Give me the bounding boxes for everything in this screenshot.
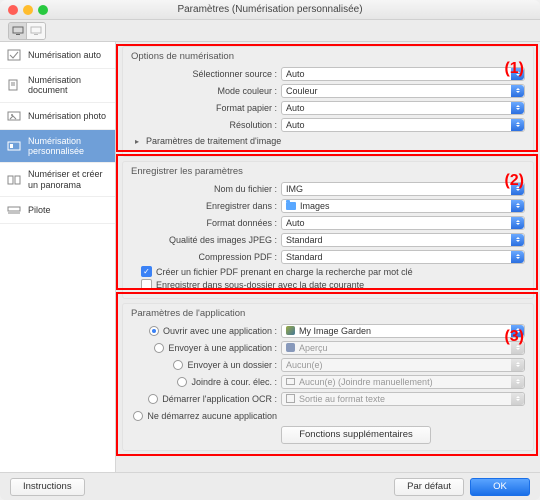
chevron-updown-icon xyxy=(511,119,524,131)
sidebar-item-driver[interactable]: Pilote xyxy=(0,197,115,224)
sidebar-item-label: Numérisation personnalisée xyxy=(28,136,109,157)
group-title: Enregistrer les paramètres xyxy=(131,166,525,177)
instructions-button[interactable]: Instructions xyxy=(10,478,85,496)
toolbar xyxy=(0,20,540,42)
sidebar-item-document[interactable]: Numérisation document xyxy=(0,69,115,103)
radio-icon xyxy=(149,326,159,336)
main-panel: Options de numérisation Sélectionner sou… xyxy=(116,42,540,472)
checkbox-pdf-searchable[interactable]: ✓ Créer un fichier PDF prenant en charge… xyxy=(141,266,525,277)
driver-icon xyxy=(6,203,22,217)
label-jpeg-quality: Qualité des images JPEG : xyxy=(131,235,281,245)
checkbox-icon: ✓ xyxy=(141,266,152,277)
tab-to-computer-icon[interactable] xyxy=(27,23,45,39)
radio-no-app[interactable] xyxy=(133,411,143,421)
chevron-updown-icon xyxy=(511,85,524,97)
sidebar-item-label: Numérisation document xyxy=(28,75,109,96)
radio-icon xyxy=(177,377,187,387)
radio-send-to-app[interactable] xyxy=(154,343,164,353)
application-settings-group: Paramètres de l'application Ouvrir avec … xyxy=(122,303,534,451)
tab-from-computer-icon[interactable] xyxy=(9,23,27,39)
chevron-updown-icon xyxy=(511,102,524,114)
radio-icon xyxy=(154,343,164,353)
select-open-with-app[interactable]: My Image Garden xyxy=(281,324,525,338)
label-filename: Nom du fichier : xyxy=(131,184,281,194)
mail-icon xyxy=(286,378,295,385)
save-settings-group: Enregistrer les paramètres Nom du fichie… xyxy=(122,161,534,299)
scan-options-group: Options de numérisation Sélectionner sou… xyxy=(122,46,534,157)
ok-button[interactable]: OK xyxy=(470,478,530,496)
select-start-ocr: Sortie au format texte xyxy=(281,392,525,406)
preview-icon xyxy=(286,343,295,352)
select-pdf-compression[interactable]: Standard xyxy=(281,250,525,264)
radio-send-to-folder[interactable] xyxy=(173,360,183,370)
select-save-in[interactable]: Images xyxy=(281,199,525,213)
radio-icon xyxy=(148,394,158,404)
folder-icon xyxy=(286,202,296,210)
group-title: Options de numérisation xyxy=(131,51,525,62)
select-source[interactable]: Auto xyxy=(281,67,525,81)
sidebar-item-photo[interactable]: Numérisation photo xyxy=(0,103,115,130)
input-filename[interactable]: IMG xyxy=(281,182,525,196)
label-data-format: Format données : xyxy=(131,218,281,228)
sidebar: Numérisation auto Numérisation document … xyxy=(0,42,116,472)
radio-attach-email[interactable] xyxy=(177,377,187,387)
sidebar-item-label: Pilote xyxy=(28,205,109,215)
footer: Instructions Par défaut OK xyxy=(0,472,540,500)
sidebar-item-label: Numérisation photo xyxy=(28,111,109,121)
select-send-to-folder: Aucun(e) xyxy=(281,358,525,372)
sidebar-item-custom[interactable]: Numérisation personnalisée xyxy=(0,130,115,164)
select-attach-email: Aucun(e) (Joindre manuellement) xyxy=(281,375,525,389)
sidebar-item-stitch[interactable]: Numériser et créer un panorama xyxy=(0,163,115,197)
radio-icon xyxy=(173,360,183,370)
titlebar: Paramètres (Numérisation personnalisée) xyxy=(0,0,540,20)
label-color-mode: Mode couleur : xyxy=(131,86,281,96)
radio-icon xyxy=(133,411,143,421)
label-save-in: Enregistrer dans : xyxy=(131,201,281,211)
chevron-updown-icon xyxy=(511,234,524,246)
checkbox-icon xyxy=(141,279,152,290)
settings-window: Paramètres (Numérisation personnalisée) … xyxy=(0,0,540,500)
group-title: Paramètres de l'application xyxy=(131,308,525,319)
chevron-updown-icon xyxy=(511,217,524,229)
defaults-button[interactable]: Par défaut xyxy=(394,478,464,496)
select-jpeg-quality[interactable]: Standard xyxy=(281,233,525,247)
annotation-number-3: (3) xyxy=(504,328,524,346)
select-resolution[interactable]: Auto xyxy=(281,118,525,132)
custom-scan-icon xyxy=(6,139,22,153)
select-color-mode[interactable]: Couleur xyxy=(281,84,525,98)
chevron-updown-icon xyxy=(511,251,524,263)
label-paper-size: Format papier : xyxy=(131,103,281,113)
chevron-updown-icon xyxy=(511,376,524,388)
text-file-icon xyxy=(286,394,295,403)
stitch-scan-icon xyxy=(6,173,22,187)
sidebar-item-auto[interactable]: Numérisation auto xyxy=(0,42,115,69)
checkbox-date-subfolder[interactable]: Enregistrer dans sous-dossier avec la da… xyxy=(141,279,525,290)
toolbar-segment[interactable] xyxy=(8,22,46,40)
annotation-number-1: (1) xyxy=(504,60,524,78)
app-icon xyxy=(286,326,295,335)
label-resolution: Résolution : xyxy=(131,120,281,130)
annotation-number-2: (2) xyxy=(504,172,524,190)
label-select-source: Sélectionner source : xyxy=(131,69,281,79)
window-title: Paramètres (Numérisation personnalisée) xyxy=(0,4,540,15)
select-data-format[interactable]: Auto xyxy=(281,216,525,230)
sidebar-item-label: Numériser et créer un panorama xyxy=(28,169,109,190)
sidebar-item-label: Numérisation auto xyxy=(28,50,109,60)
disclosure-triangle-icon[interactable]: ▸ xyxy=(131,137,143,146)
body: Numérisation auto Numérisation document … xyxy=(0,42,540,472)
radio-open-with-app[interactable] xyxy=(149,326,159,336)
additional-functions-button[interactable]: Fonctions supplémentaires xyxy=(281,426,431,444)
image-processing-label[interactable]: Paramètres de traitement d'image xyxy=(146,136,281,146)
label-pdf-compression: Compression PDF : xyxy=(131,252,281,262)
photo-scan-icon xyxy=(6,109,22,123)
document-scan-icon xyxy=(6,78,22,92)
chevron-updown-icon xyxy=(511,393,524,405)
chevron-updown-icon xyxy=(511,359,524,371)
select-send-to-app: Aperçu xyxy=(281,341,525,355)
radio-start-ocr[interactable] xyxy=(148,394,158,404)
chevron-updown-icon xyxy=(511,200,524,212)
select-paper-size[interactable]: Auto xyxy=(281,101,525,115)
auto-scan-icon xyxy=(6,48,22,62)
